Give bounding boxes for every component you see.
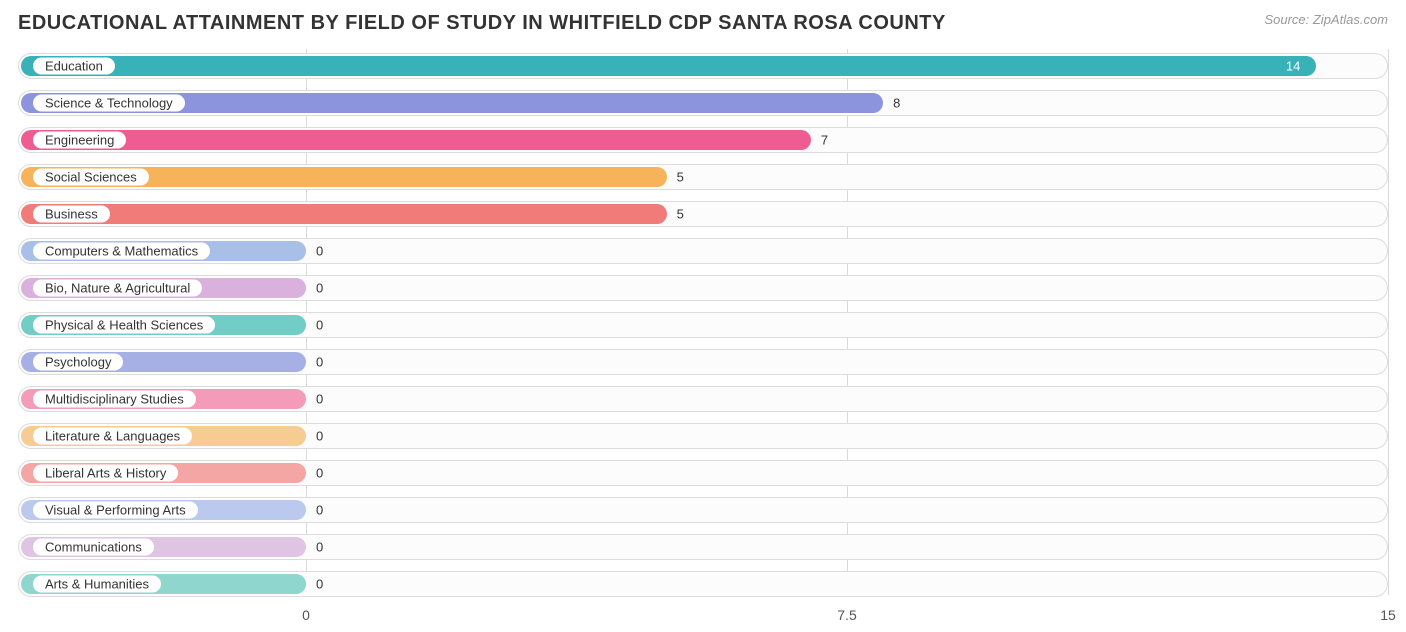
bar-row: Social Sciences 5 — [18, 160, 1388, 194]
bar-value: 7 — [821, 133, 828, 148]
x-tick-label: 15 — [1380, 607, 1396, 623]
bar-label: Education — [32, 57, 116, 76]
bar-row: Engineering 7 — [18, 123, 1388, 157]
bar-value: 8 — [893, 96, 900, 111]
bar-value: 0 — [316, 429, 323, 444]
bar-fill — [21, 56, 1316, 76]
chart-title: EDUCATIONAL ATTAINMENT BY FIELD OF STUDY… — [18, 12, 946, 35]
bar-row: Bio, Nature & Agricultural 0 — [18, 271, 1388, 305]
bar-row: Science & Technology 8 — [18, 86, 1388, 120]
bar-label: Bio, Nature & Agricultural — [32, 279, 203, 298]
bar-value: 0 — [316, 318, 323, 333]
bar-value: 0 — [316, 355, 323, 370]
x-axis: 07.515 — [18, 605, 1388, 629]
bar-label: Science & Technology — [32, 94, 186, 113]
bar-row: Education 14 — [18, 49, 1388, 83]
grid-line — [1388, 49, 1389, 595]
bar-value: 0 — [316, 503, 323, 518]
bar-label: Social Sciences — [32, 168, 150, 187]
bar-value: 0 — [316, 244, 323, 259]
bar-row: Arts & Humanities 0 — [18, 567, 1388, 601]
bar-label: Communications — [32, 538, 155, 557]
bar-value: 0 — [316, 540, 323, 555]
bar-row: Business 5 — [18, 197, 1388, 231]
bar-label: Visual & Performing Arts — [32, 501, 199, 520]
bar-label: Literature & Languages — [32, 427, 193, 446]
bar-row: Liberal Arts & History 0 — [18, 456, 1388, 490]
bar-row: Communications 0 — [18, 530, 1388, 564]
bar-label: Psychology — [32, 353, 124, 372]
bar-value: 14 — [1286, 59, 1300, 74]
bar-value: 5 — [677, 170, 684, 185]
bar-value: 0 — [316, 466, 323, 481]
bar-label: Multidisciplinary Studies — [32, 390, 197, 409]
bar-label: Business — [32, 205, 111, 224]
x-tick-label: 7.5 — [837, 607, 856, 623]
bar-label: Engineering — [32, 131, 127, 150]
bar-value: 0 — [316, 392, 323, 407]
bar-label: Arts & Humanities — [32, 575, 162, 594]
bar-row: Literature & Languages 0 — [18, 419, 1388, 453]
chart-area: Education 14 Science & Technology 8 Engineer… — [18, 49, 1388, 629]
bar-row: Computers & Mathematics 0 — [18, 234, 1388, 268]
bar-value: 0 — [316, 281, 323, 296]
bar-row: Visual & Performing Arts 0 — [18, 493, 1388, 527]
bar-rows: Education 14 Science & Technology 8 Engineer… — [18, 49, 1388, 601]
chart-source: Source: ZipAtlas.com — [1264, 12, 1388, 27]
bar-fill — [21, 204, 667, 224]
bar-label: Physical & Health Sciences — [32, 316, 216, 335]
bar-value: 5 — [677, 207, 684, 222]
bar-row: Multidisciplinary Studies 0 — [18, 382, 1388, 416]
chart-header: EDUCATIONAL ATTAINMENT BY FIELD OF STUDY… — [18, 12, 1388, 35]
bar-row: Physical & Health Sciences 0 — [18, 308, 1388, 342]
bar-row: Psychology 0 — [18, 345, 1388, 379]
bar-label: Liberal Arts & History — [32, 464, 179, 483]
bar-fill — [21, 130, 811, 150]
bar-value: 0 — [316, 577, 323, 592]
x-tick-label: 0 — [302, 607, 310, 623]
bar-label: Computers & Mathematics — [32, 242, 211, 261]
